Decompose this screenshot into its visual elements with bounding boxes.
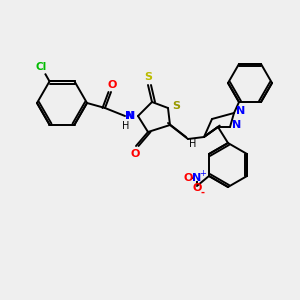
Text: H: H — [122, 121, 130, 131]
Text: O: O — [192, 183, 202, 193]
Text: -: - — [201, 188, 205, 198]
Text: N: N — [232, 120, 242, 130]
Text: Cl: Cl — [36, 62, 47, 72]
Text: S: S — [144, 72, 152, 82]
Text: O: O — [183, 173, 193, 183]
Text: +: + — [200, 169, 206, 178]
Text: S: S — [172, 101, 180, 111]
Text: O: O — [130, 149, 140, 159]
Text: H: H — [189, 139, 197, 149]
Text: N: N — [126, 111, 136, 121]
Text: N: N — [236, 106, 246, 116]
Text: O: O — [107, 80, 117, 90]
Text: N: N — [192, 173, 202, 183]
Text: N: N — [125, 111, 135, 121]
